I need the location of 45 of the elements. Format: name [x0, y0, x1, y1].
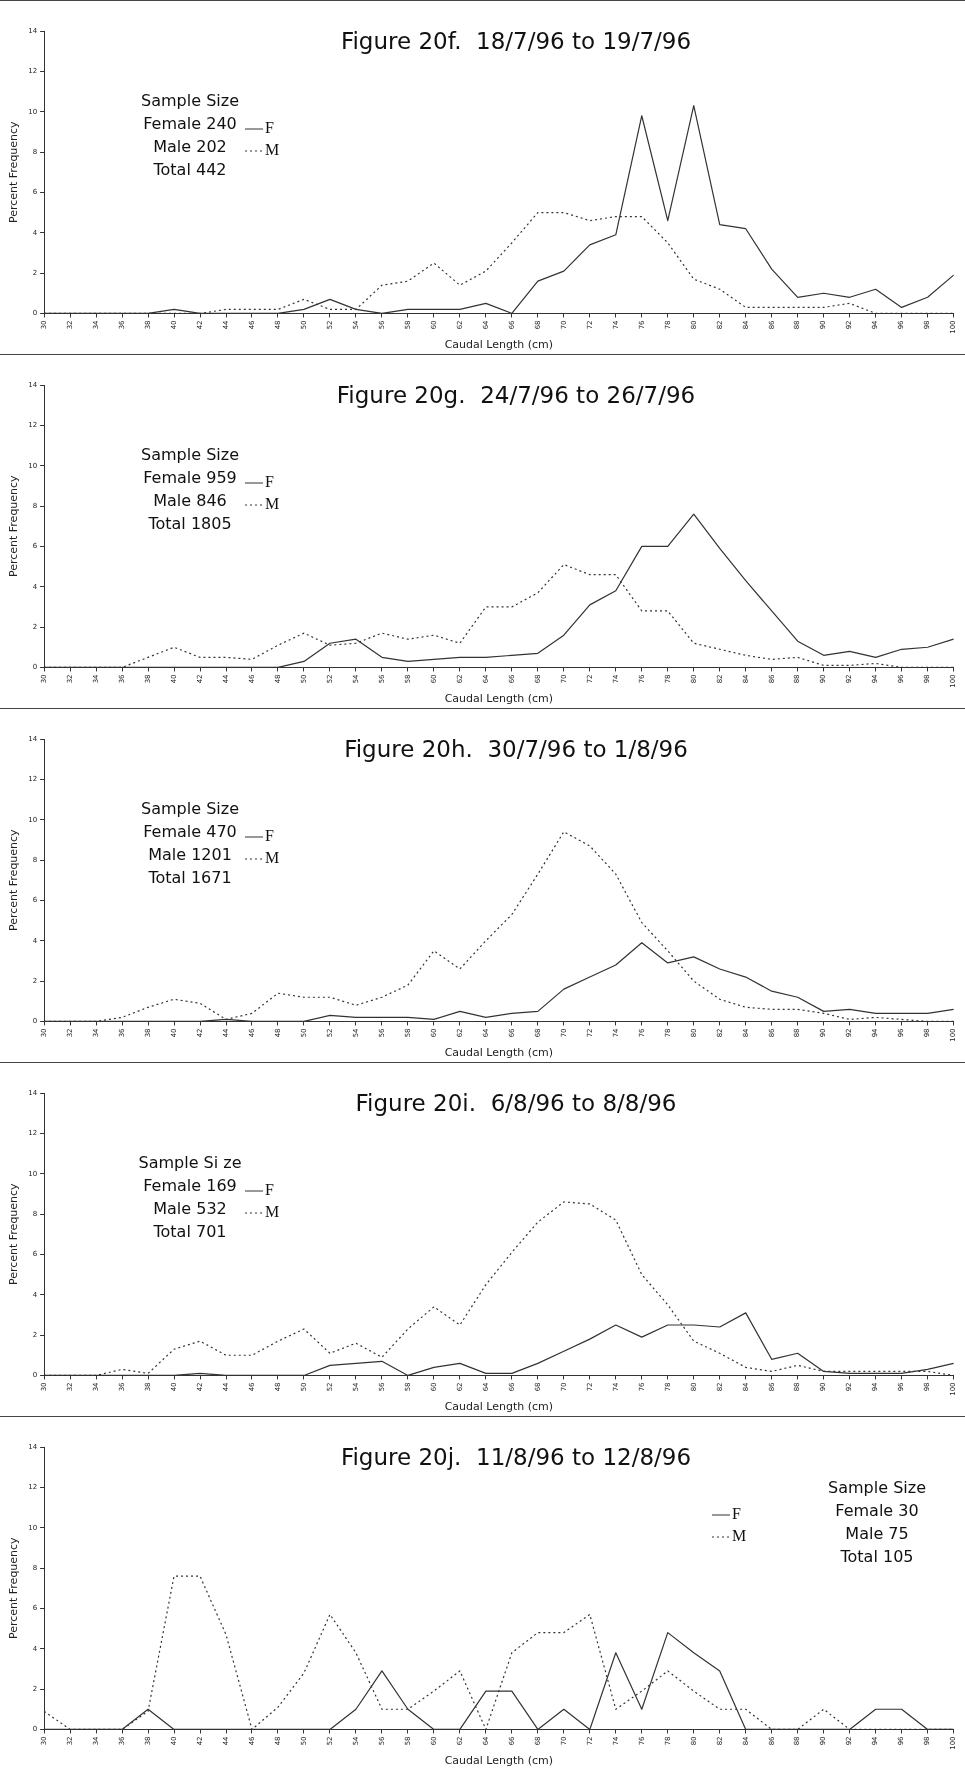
y-axis-title: Percent Frequency [7, 120, 21, 224]
annotation: Sample Size [141, 799, 239, 819]
annotation: Total 1671 [147, 868, 232, 888]
x-axis-title: Caudal Length (cm) [444, 1046, 554, 1060]
legend-label: M [265, 141, 280, 159]
y-axis-title: Percent Frequency [7, 1182, 21, 1286]
x-axis-title: Caudal Length (cm) [444, 1754, 554, 1768]
annotation: Sample Size [141, 445, 239, 465]
chart-title: Figure 20j. 11/8/96 to 12/8/96 [340, 1443, 692, 1470]
annotation: Total 105 [839, 1547, 914, 1567]
chart-title: Figure 20f. 18/7/96 to 19/7/96 [340, 27, 692, 54]
legend-label: F [732, 1505, 741, 1523]
y-axis-title: Percent Frequency [7, 474, 21, 578]
legend-label: M [265, 495, 280, 513]
legend-label: F [265, 119, 274, 137]
annotation: Male 532 [153, 1199, 227, 1219]
annotation: Female 959 [143, 468, 237, 488]
annotation: Sample Size [828, 1478, 926, 1498]
annotation: Total 1805 [147, 514, 232, 534]
annotation: Male 846 [153, 491, 227, 511]
chart-title: Figure 20g. 24/7/96 to 26/7/96 [336, 381, 696, 408]
legend-label: F [265, 827, 274, 845]
annotation: Male 75 [845, 1524, 909, 1544]
x-axis-title: Caudal Length (cm) [444, 1400, 554, 1414]
annotation: Total 701 [152, 1222, 227, 1242]
annotation: Total 442 [152, 160, 227, 180]
annotation: Sample Size [141, 91, 239, 111]
y-axis-title: Percent Frequency [7, 828, 21, 932]
annotation: Male 202 [153, 137, 227, 157]
annotation: Female 470 [143, 822, 237, 842]
x-axis-title: Caudal Length (cm) [444, 338, 554, 352]
y-axis-title: Percent Frequency [7, 1536, 21, 1640]
chart-title: Figure 20h. 30/7/96 to 1/8/96 [344, 735, 688, 762]
legend-label: M [265, 1203, 280, 1221]
legend-label: M [732, 1527, 747, 1545]
chart-title: Figure 20i. 6/8/96 to 8/8/96 [355, 1089, 677, 1116]
annotation: Female 169 [143, 1176, 237, 1196]
legend-label: F [265, 1181, 274, 1199]
legend-label: M [265, 849, 280, 867]
annotation: Male 1201 [148, 845, 232, 865]
legend-label: F [265, 473, 274, 491]
x-axis-title: Caudal Length (cm) [444, 692, 554, 706]
annotation: Female 240 [143, 114, 237, 134]
annotation: Female 30 [835, 1501, 919, 1521]
annotation: Sample Si ze [138, 1153, 242, 1173]
